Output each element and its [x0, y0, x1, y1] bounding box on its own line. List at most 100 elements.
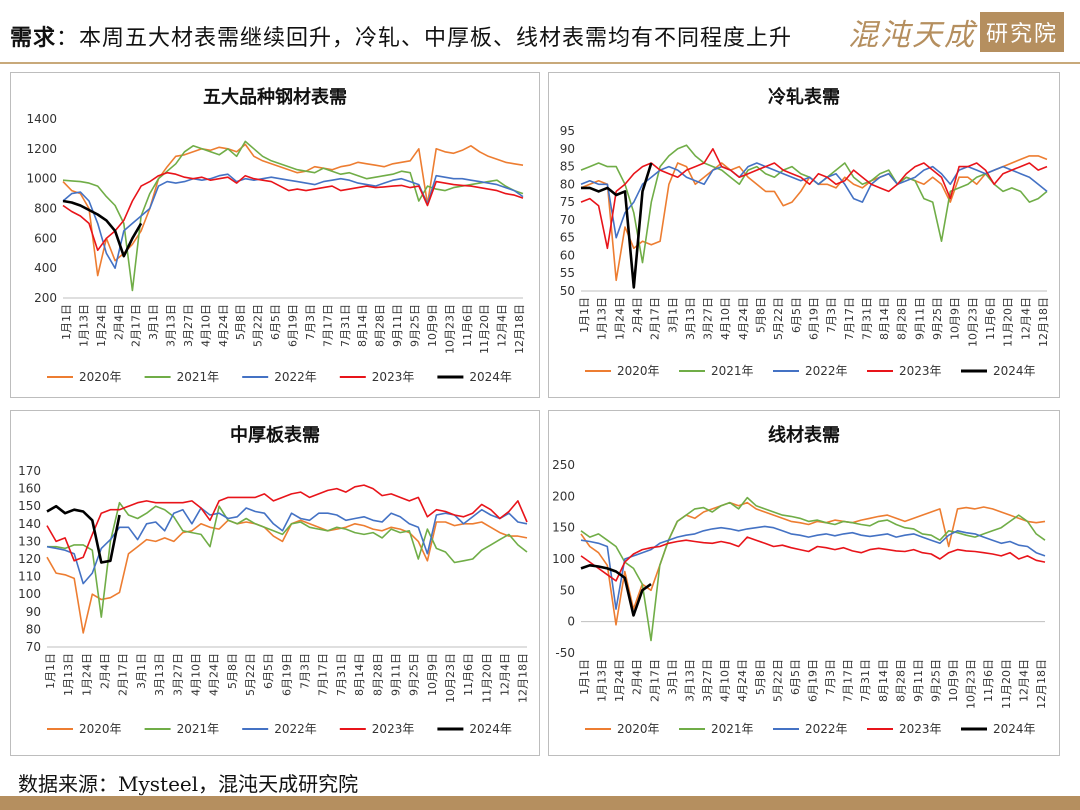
y-tick-label: 90	[26, 605, 41, 619]
y-tick-label: 1200	[26, 142, 57, 156]
x-tick-label: 1月1日	[578, 659, 591, 695]
y-tick-label: 95	[560, 124, 575, 138]
x-tick-label: 8月14日	[353, 653, 366, 696]
y-tick-label: 120	[18, 552, 41, 566]
y-tick-label: 80	[26, 622, 41, 636]
y-tick-label: 80	[560, 177, 575, 191]
x-tick-label: 7月3日	[824, 659, 837, 695]
chart-steel: 五大品种钢材表需 200 400 600 800 1000 1200 1400 1月1日 1月13…	[26, 86, 526, 384]
y-tick-label: 800	[34, 202, 57, 216]
x-tick-label: 6月19日	[287, 304, 300, 347]
x-tick-label: 10月9日	[947, 659, 960, 702]
x-tick-label: 10月23日	[444, 653, 457, 703]
x-tick-label: 7月31日	[335, 653, 348, 696]
x-tick-label: 1月1日	[44, 653, 57, 689]
x-tick-label: 7月3日	[299, 653, 312, 689]
x-tick-label: 6月19日	[280, 653, 293, 696]
legend-label: 2020年	[617, 722, 660, 736]
x-tick-label: 4月24日	[217, 304, 230, 347]
x-tick-label: 1月24日	[80, 653, 93, 696]
x-tick-label: 9月25日	[408, 653, 421, 696]
chart-panel-wire: 线材表需 -50 0 50 100 150 200 250 1月1日 1月13日 1月24日 2月4日…	[548, 410, 1060, 756]
x-tick-label: 9月25日	[931, 297, 944, 340]
series-line-2023	[580, 536, 1046, 582]
legend-label: 2022年	[805, 722, 848, 736]
y-tick-label: 70	[26, 640, 41, 654]
y-tick-label: 55	[560, 266, 575, 280]
series-line-2022	[580, 162, 1048, 239]
x-tick-label: 11月6日	[984, 297, 997, 340]
x-tick-label: 12月18日	[1037, 297, 1050, 347]
x-tick-label: 7月17日	[317, 653, 330, 696]
series-line-2024	[62, 199, 143, 258]
legend-label: 2020年	[617, 364, 660, 378]
x-tick-label: 12月4日	[1019, 297, 1032, 340]
page-title-label: 需求	[10, 25, 57, 51]
legend-label: 2023年	[899, 722, 942, 736]
y-tick-label: 600	[34, 231, 57, 245]
x-tick-label: 4月24日	[736, 659, 749, 702]
x-tick-label: 6月5日	[262, 653, 275, 689]
x-tick-label: 3月13日	[683, 659, 696, 702]
legend-label: 2021年	[711, 722, 754, 736]
x-tick-label: 6月5日	[790, 297, 803, 333]
x-tick-label: 3月13日	[153, 653, 166, 696]
y-tick-label: 1400	[26, 112, 57, 126]
x-tick-label: 3月27日	[182, 304, 195, 347]
x-tick-label: 9月11日	[912, 659, 925, 702]
x-tick-label: 4月24日	[737, 297, 750, 340]
x-tick-label: 11月6日	[462, 653, 475, 696]
series-line-2022	[62, 173, 524, 269]
x-tick-label: 7月31日	[339, 304, 352, 347]
x-tick-label: 10月9日	[426, 653, 439, 696]
x-tick-label: 5月8日	[234, 304, 247, 340]
legend-label: 2023年	[372, 722, 415, 736]
series-line-2020	[580, 155, 1048, 282]
x-tick-label: 3月13日	[684, 297, 697, 340]
x-tick-label: 6月5日	[789, 659, 802, 695]
x-tick-label: 8月14日	[356, 304, 369, 347]
x-tick-label: 2月4日	[631, 297, 644, 333]
legend-label: 2021年	[711, 364, 754, 378]
x-tick-label: 11月20日	[478, 304, 491, 354]
chart-plate: 中厚板表需 70 80 90 100 110 120 130 140 150 160 170 1月1日 1…	[18, 424, 530, 736]
series-line-2020	[46, 519, 528, 634]
x-tick-label: 7月3日	[304, 304, 317, 340]
x-tick-label: 1月1日	[60, 304, 73, 340]
x-tick-label: 3月1日	[147, 304, 160, 340]
legend-label: 2021年	[177, 370, 220, 384]
x-tick-label: 11月20日	[1000, 659, 1013, 709]
chart-title: 五大品种钢材表需	[203, 86, 347, 108]
brand-logo-box: 研究院	[979, 12, 1064, 52]
x-tick-label: 10月23日	[965, 659, 978, 709]
x-tick-label: 7月17日	[843, 297, 856, 340]
y-tick-label: 75	[560, 195, 575, 209]
x-tick-label: 3月27日	[702, 297, 715, 340]
x-tick-label: 12月4日	[499, 653, 512, 696]
x-tick-label: 5月8日	[754, 659, 767, 695]
x-tick-label: 2月4日	[631, 659, 644, 695]
legend-label: 2020年	[79, 370, 122, 384]
x-tick-label: 1月13日	[596, 297, 609, 340]
y-tick-label: 150	[552, 521, 575, 535]
x-tick-label: 12月4日	[1017, 659, 1030, 702]
legend-label: 2024年	[469, 722, 512, 736]
x-tick-label: 11月20日	[480, 653, 493, 703]
legend-label: 2023年	[899, 364, 942, 378]
x-tick-label: 4月10日	[719, 659, 732, 702]
y-tick-label: 250	[552, 458, 575, 472]
series-line-2024	[580, 564, 652, 617]
page-title: 需求：本周五大材表需继续回升，冷轧、中厚板、线材表需均有不同程度上升	[10, 20, 792, 52]
header-divider	[0, 62, 1080, 64]
brand-logo-main: 混沌天成	[847, 18, 976, 53]
series-line-2021	[580, 496, 1046, 642]
x-tick-label: 5月22日	[252, 304, 265, 347]
series-line-2021	[47, 501, 528, 618]
y-tick-label: 60	[560, 248, 575, 262]
y-tick-label: 170	[18, 464, 41, 478]
series-line-2024	[46, 504, 121, 564]
y-tick-label: 100	[18, 587, 41, 601]
legend-label: 2024年	[993, 722, 1036, 736]
series-line-2022	[580, 525, 1046, 610]
y-tick-label: 85	[560, 160, 575, 174]
